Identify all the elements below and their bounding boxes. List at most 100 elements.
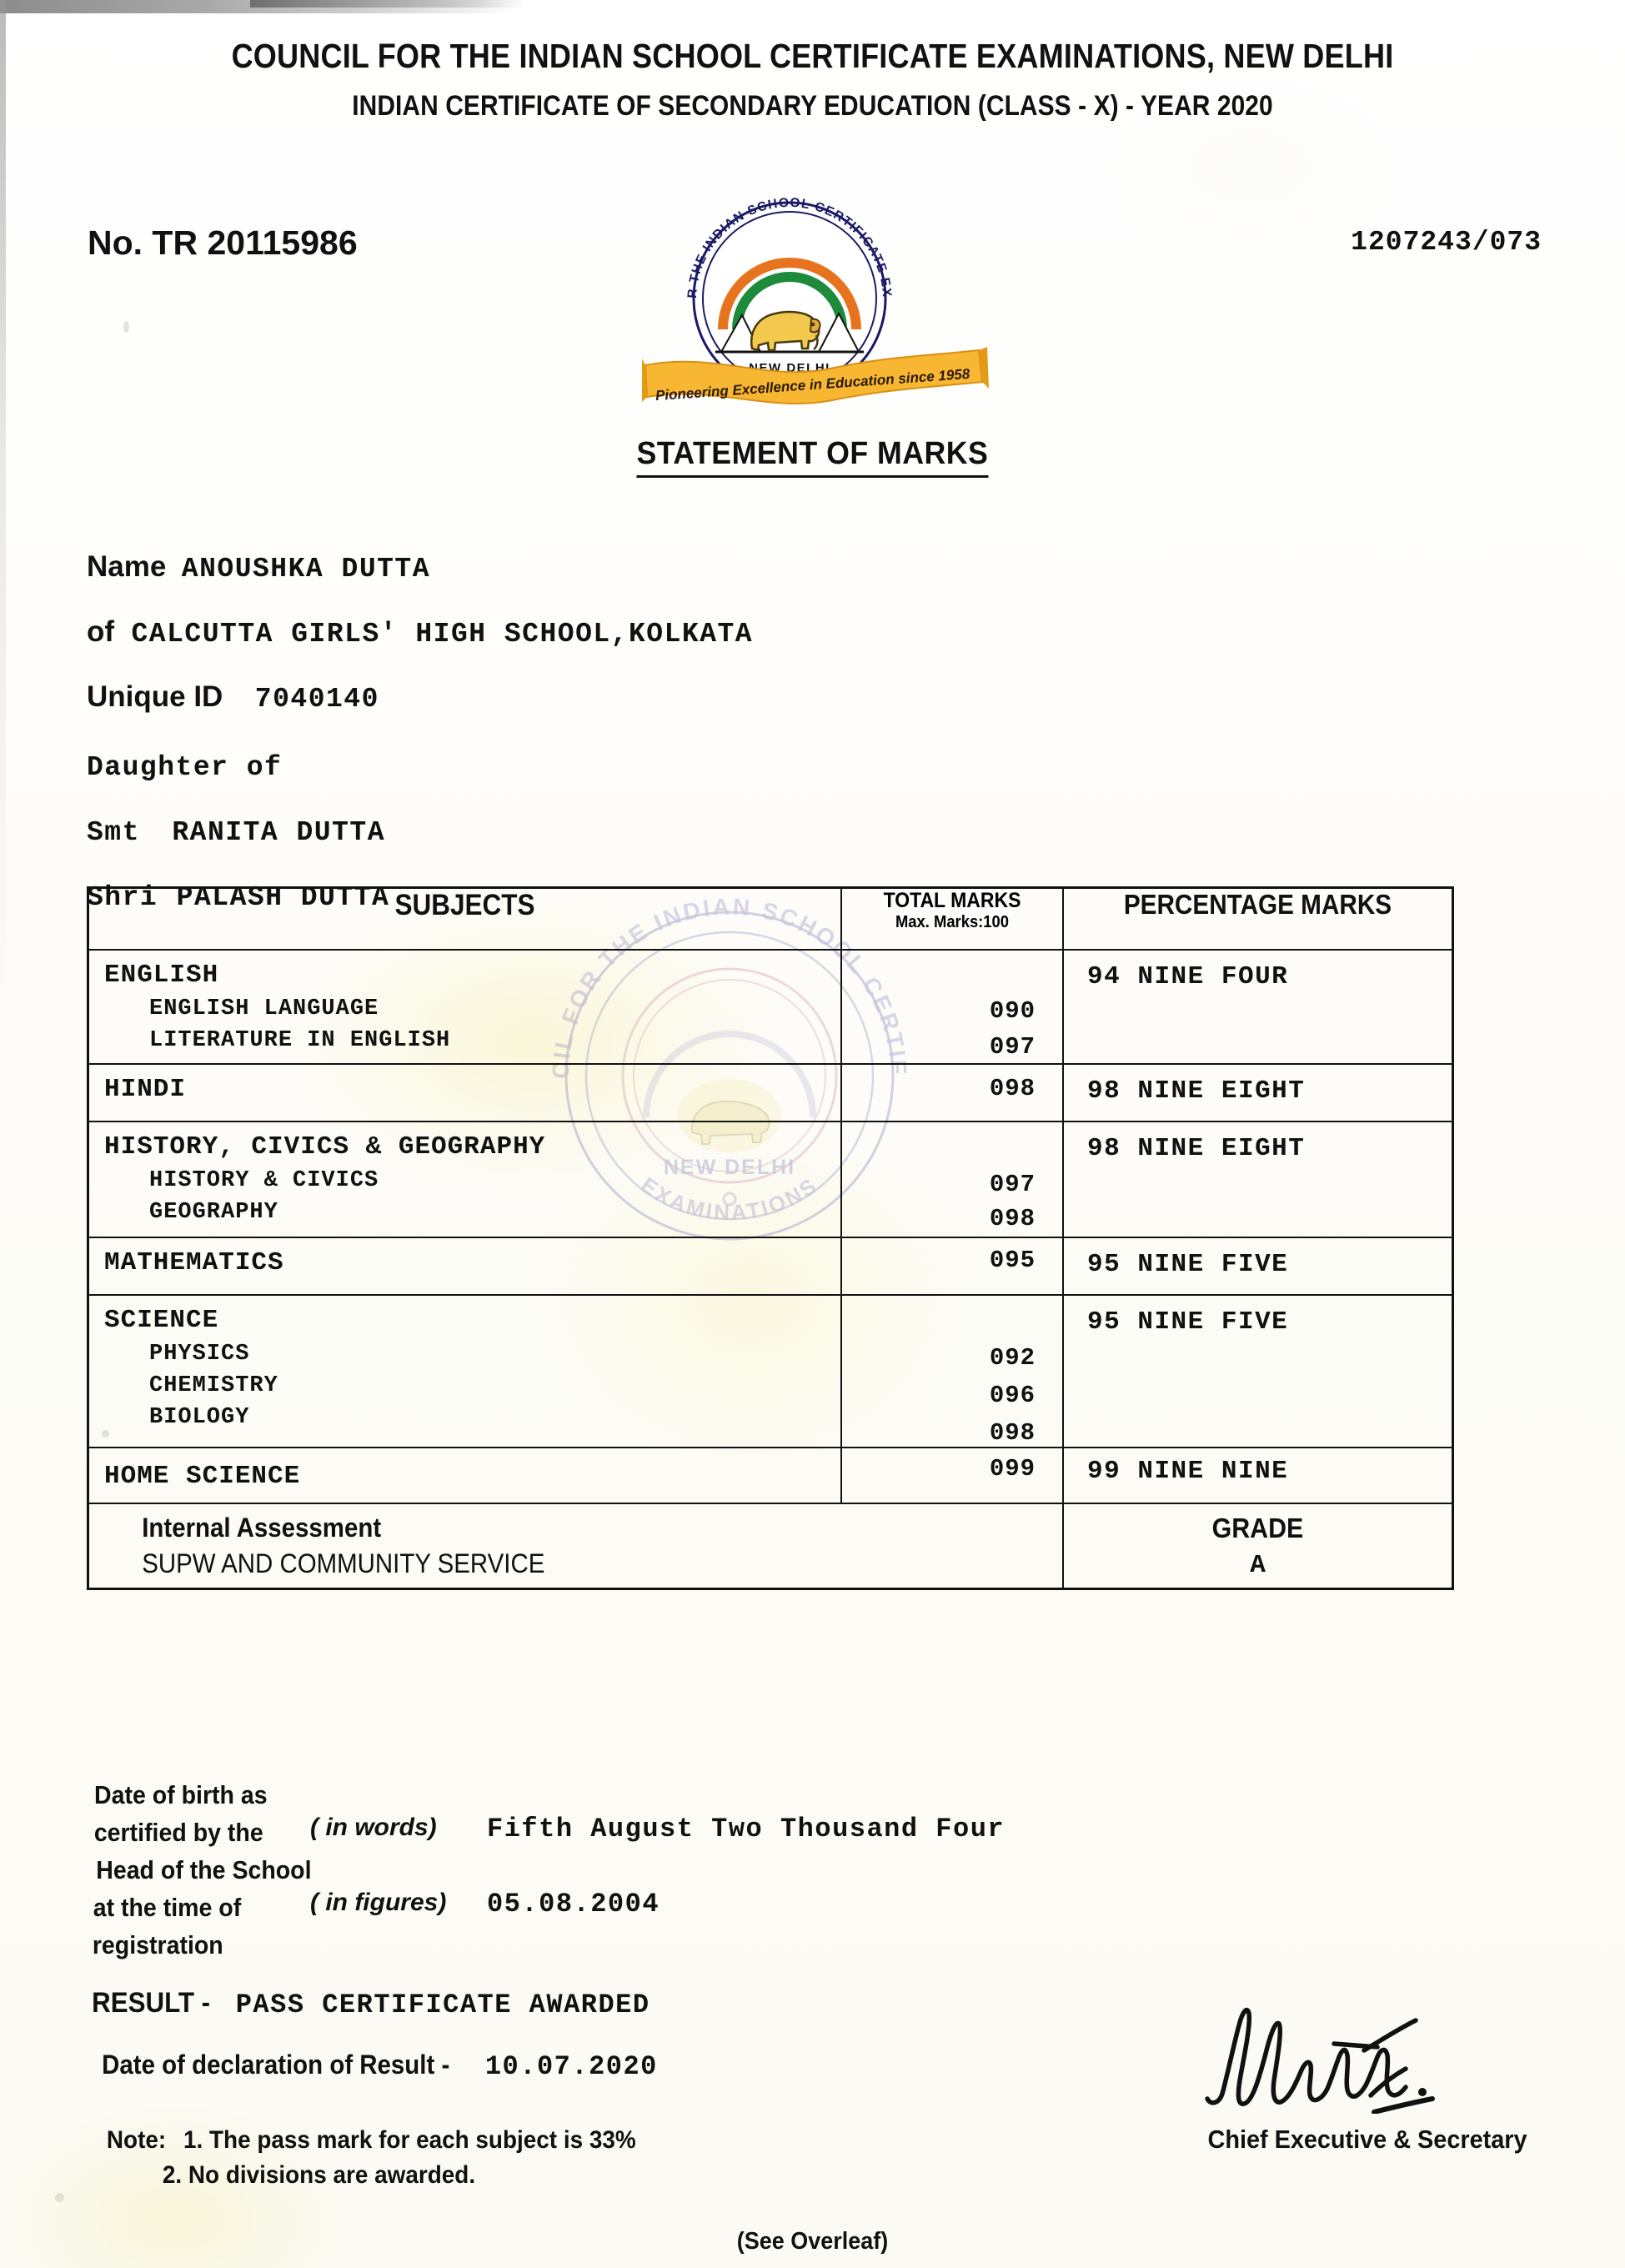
dob-label-line5: registration <box>92 1930 223 1959</box>
grade-header: GRADE <box>1211 1513 1304 1543</box>
mother-name-value: RANITA DUTTA <box>172 817 386 848</box>
subject-cell: HISTORY, CIVICS & GEOGRAPHY HISTORY & CI… <box>87 1121 843 1238</box>
cisce-seal-logo: NEW DELHI COUNCIL FOR THE INDIAN SCHOOL … <box>636 148 992 405</box>
subject-name: ENGLISH <box>104 961 219 990</box>
relation-row: Daughter of <box>87 752 1337 817</box>
subject-name: HISTORY, CIVICS & GEOGRAPHY <box>104 1132 546 1162</box>
subject-component-name: CHEMISTRY <box>149 1373 278 1398</box>
table-row: MATHEMATICS 095 95 NINE FIVE <box>87 1237 1454 1296</box>
percentage-cell: 98 NINE EIGHT <box>1062 1121 1454 1238</box>
unique-id-row: Unique ID 7040140 <box>87 680 1337 752</box>
dob-line-5: registration <box>87 1926 1337 1964</box>
school-name-value: CALCUTTA GIRLS' HIGH SCHOOL,KOLKATA <box>131 619 754 650</box>
subject-cell: HINDI <box>87 1063 843 1122</box>
percentage-cell: 95 NINE FIVE <box>1062 1237 1454 1296</box>
dob-line-4: at the time of ( in figures) 05.08.2004 <box>87 1889 1337 1926</box>
component-mark: 097 <box>989 1033 1036 1061</box>
scan-edge-artifact-secondary <box>250 0 525 8</box>
declaration-label: Date of declaration of Result - <box>102 2050 450 2080</box>
subject-component-name: BIOLOGY <box>149 1405 250 1430</box>
in-figures-label: ( in figures) <box>310 1889 447 1916</box>
header-percentage-label: PERCENTAGE MARKS <box>1123 889 1392 920</box>
name-label: Name <box>87 550 167 583</box>
declaration-row: Date of declaration of Result - 10.07.20… <box>87 2050 658 2082</box>
in-words-label: ( in words) <box>310 1814 437 1841</box>
dob-label-line4: at the time of <box>93 1893 242 1922</box>
grade-value: A <box>1250 1551 1266 1580</box>
table-row: HOME SCIENCE 099 99 NINE NINE <box>87 1447 1454 1504</box>
unique-id-value: 7040140 <box>254 684 379 715</box>
paper-speck <box>123 321 129 333</box>
internal-assessment-label: Internal Assessment <box>142 1513 382 1543</box>
result-value: PASS CERTIFICATE AWARDED <box>235 1990 650 2020</box>
subject-mark: 098 <box>989 1075 1036 1102</box>
note-item-1: 1. The pass mark for each subject is 33% <box>183 2126 636 2154</box>
see-overleaf-note: (See Overleaf) <box>736 2228 889 2255</box>
subject-cell: HOME SCIENCE <box>87 1447 843 1504</box>
component-mark: 092 <box>989 1344 1036 1372</box>
student-name-row: Name ANOUSHKA DUTTA <box>87 550 1337 615</box>
header-max-marks-label: Max. Marks:100 <box>895 913 1010 931</box>
table-row: HISTORY, CIVICS & GEOGRAPHY HISTORY & CI… <box>87 1121 1454 1238</box>
subject-name: MATHEMATICS <box>104 1248 284 1277</box>
table-row: HINDI 098 98 NINE EIGHT <box>87 1063 1454 1122</box>
percentage-value: 99 NINE NINE <box>1087 1457 1289 1486</box>
internal-assessment-cell: Internal Assessment SUPW AND COMMUNITY S… <box>87 1503 1065 1590</box>
percentage-value: 95 NINE FIVE <box>1087 1307 1289 1337</box>
page-title: STATEMENT OF MARKS <box>636 436 989 478</box>
dob-line-3: Head of the School <box>87 1851 1337 1889</box>
percentage-cell: 99 NINE NINE <box>1062 1447 1454 1504</box>
subject-component-name: LITERATURE IN ENGLISH <box>149 1028 451 1053</box>
paper-speck <box>55 2193 64 2202</box>
percentage-cell: 95 NINE FIVE <box>1062 1294 1454 1448</box>
result-label: RESULT - <box>92 1987 211 2019</box>
mother-label: Smt <box>87 817 140 848</box>
percentage-value: 98 NINE EIGHT <box>1087 1076 1306 1106</box>
subject-mark: 095 <box>989 1247 1036 1274</box>
result-row: RESULT - PASS CERTIFICATE AWARDED <box>87 1987 650 2020</box>
council-title: COUNCIL FOR THE INDIAN SCHOOL CERTIFICAT… <box>231 37 1394 75</box>
table-row: ENGLISH ENGLISH LANGUAGE LITERATURE IN E… <box>87 949 1454 1065</box>
marks-cell: 095 <box>840 1237 1065 1296</box>
exam-subtitle: INDIAN CERTIFICATE OF SECONDARY EDUCATIO… <box>352 90 1273 122</box>
percentage-value: 94 NINE FOUR <box>1087 962 1289 991</box>
marks-table: SUBJECTS TOTAL MARKS Max. Marks:100 PERC… <box>87 886 1454 1590</box>
note-line-1: Note: 1. The pass mark for each subject … <box>107 2126 636 2161</box>
marks-cell: 092 096 098 <box>840 1294 1065 1448</box>
scan-left-edge-artifact <box>0 0 6 2268</box>
dob-line-1: Date of birth as <box>87 1776 1337 1814</box>
of-label: of <box>87 615 115 648</box>
subject-name: HINDI <box>104 1075 187 1104</box>
header-total-marks: TOTAL MARKS Max. Marks:100 <box>840 886 1065 951</box>
unique-id-label: Unique ID <box>87 680 223 713</box>
internal-assessment-activity: SUPW AND COMMUNITY SERVICE <box>142 1548 545 1578</box>
subject-mark: 099 <box>989 1455 1036 1483</box>
component-mark: 096 <box>989 1382 1036 1409</box>
page-title-wrapper: STATEMENT OF MARKS <box>0 436 1625 478</box>
internal-assessment-row: Internal Assessment SUPW AND COMMUNITY S… <box>87 1503 1454 1590</box>
internal-assessment-grade-cell: GRADE A <box>1062 1503 1454 1590</box>
dob-label-line1: Date of birth as <box>94 1780 268 1809</box>
marks-cell: 098 <box>840 1063 1065 1122</box>
subject-cell: ENGLISH ENGLISH LANGUAGE LITERATURE IN E… <box>87 949 843 1065</box>
percentage-cell: 98 NINE EIGHT <box>1062 1063 1454 1122</box>
dob-in-words-value: Fifth August Two Thousand Four <box>487 1814 1006 1844</box>
date-of-birth-block: Date of birth as certified by the ( in w… <box>87 1776 1337 1964</box>
subject-name: SCIENCE <box>104 1306 219 1335</box>
dob-in-figures-value: 05.08.2004 <box>487 1889 660 1919</box>
mother-row: Smt RANITA DUTTA <box>87 817 1337 882</box>
subject-component-name: ENGLISH LANGUAGE <box>149 996 379 1021</box>
dob-label-line2: certified by the <box>93 1818 263 1847</box>
subject-component-name: HISTORY & CIVICS <box>149 1168 379 1193</box>
school-row: of CALCUTTA GIRLS' HIGH SCHOOL,KOLKATA <box>87 615 1337 680</box>
subject-cell: SCIENCE PHYSICS CHEMISTRY BIOLOGY <box>87 1294 843 1448</box>
declaration-date-value: 10.07.2020 <box>484 2051 658 2082</box>
component-mark: 098 <box>989 1205 1036 1232</box>
percentage-value: 98 NINE EIGHT <box>1087 1134 1306 1163</box>
subject-component-name: PHYSICS <box>149 1342 250 1367</box>
component-mark: 097 <box>989 1171 1036 1198</box>
percentage-cell: 94 NINE FOUR <box>1062 949 1454 1065</box>
component-mark: 090 <box>989 997 1036 1025</box>
table-header-row: SUBJECTS TOTAL MARKS Max. Marks:100 PERC… <box>87 886 1454 951</box>
